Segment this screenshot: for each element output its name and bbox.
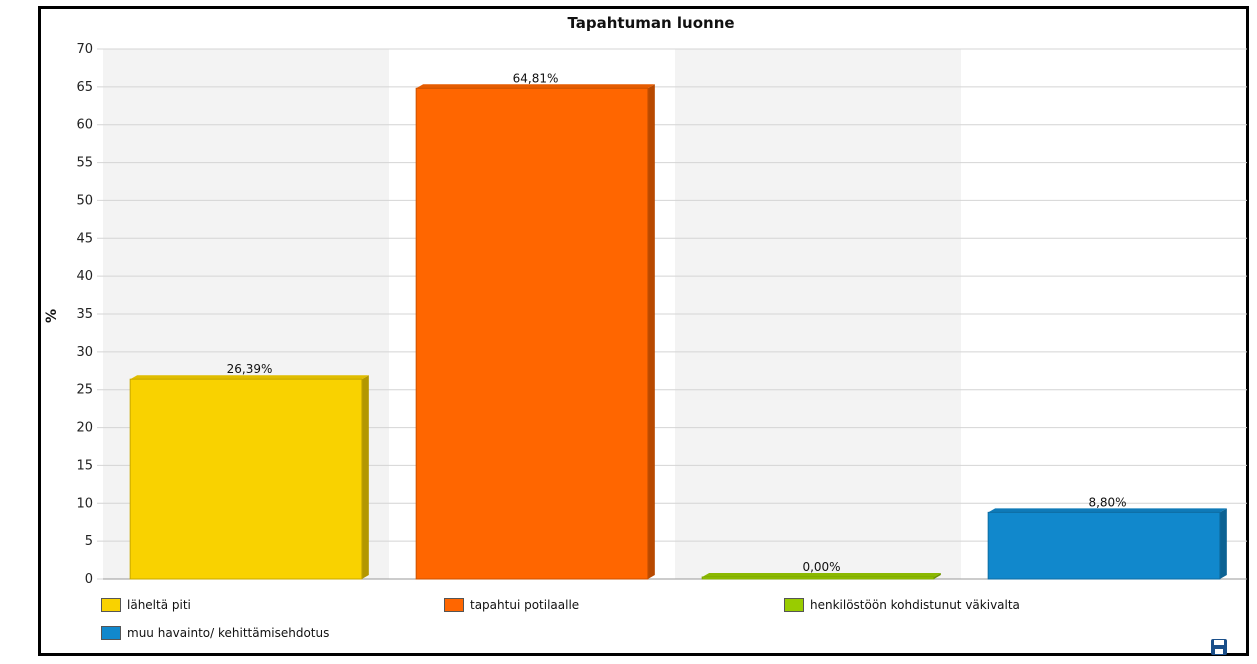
legend-label-2: henkilöstöön kohdistunut väkivalta [810,598,1020,612]
bars [129,84,1227,580]
bar-1 [415,84,655,580]
bar-3 [987,508,1227,580]
y-tick-30: 30 [76,345,93,360]
legend-swatch-2 [784,598,804,612]
data-labels: 26,39% 64,81% 0,00% 8,80% [227,71,1127,574]
y-axis-label: % [44,309,60,323]
data-label-0: 26,39% [227,362,273,376]
bar-top-1 [416,84,655,89]
bar-side-1 [647,84,655,579]
legend-item-1[interactable]: tapahtui potilaalle [444,598,579,612]
bar-front-2 [701,576,935,580]
legend-swatch-3 [101,626,121,640]
bar-side-3 [1219,508,1227,579]
bar-front-3 [987,511,1221,580]
bar-top-3 [988,508,1227,513]
data-label-1: 64,81% [513,71,559,85]
legend-label-0: läheltä piti [127,598,191,612]
legend-label-3: muu havainto/ kehittämisehdotus [127,626,330,640]
y-tick-50: 50 [76,193,93,208]
y-tick-60: 60 [76,118,93,133]
legend-swatch-0 [101,598,121,612]
legend-label-1: tapahtui potilaalle [470,598,580,612]
bar-front-0 [129,378,363,580]
y-tick-45: 45 [76,231,93,246]
save-icon[interactable] [1210,638,1228,656]
y-tick-25: 25 [76,383,93,398]
y-tick-0: 0 [85,572,93,587]
y-tick-35: 35 [76,307,93,322]
y-tick-15: 15 [76,458,93,473]
legend-item-0[interactable]: läheltä piti [101,598,191,612]
legend-item-2[interactable]: henkilöstöön kohdistunut väkivalta [784,598,1020,612]
y-tick-5: 5 [85,534,93,549]
y-tick-65: 65 [76,80,93,95]
bar-top-0 [130,375,369,380]
legend-item-3[interactable]: muu havainto/ kehittämisehdotus [101,626,329,640]
y-tick-70: 70 [76,42,93,57]
bar-front-1 [415,87,649,580]
y-tick-20: 20 [76,421,93,436]
legend-swatch-1 [444,598,464,612]
y-axis-ticks: 0 5 10 15 20 25 30 35 40 45 50 55 60 65 70 [76,42,93,587]
data-label-3: 8,80% [1088,495,1126,509]
bar-2 [701,573,941,580]
bar-top-2 [702,573,941,577]
chart-title: Tapahtuman luonne [567,14,734,32]
y-tick-10: 10 [76,496,93,511]
bar-0 [129,375,369,580]
bar-side-2 [933,573,941,579]
data-label-2: 0,00% [802,560,840,574]
y-tick-40: 40 [76,269,93,284]
y-tick-55: 55 [76,156,93,171]
bar-side-0 [361,375,369,579]
